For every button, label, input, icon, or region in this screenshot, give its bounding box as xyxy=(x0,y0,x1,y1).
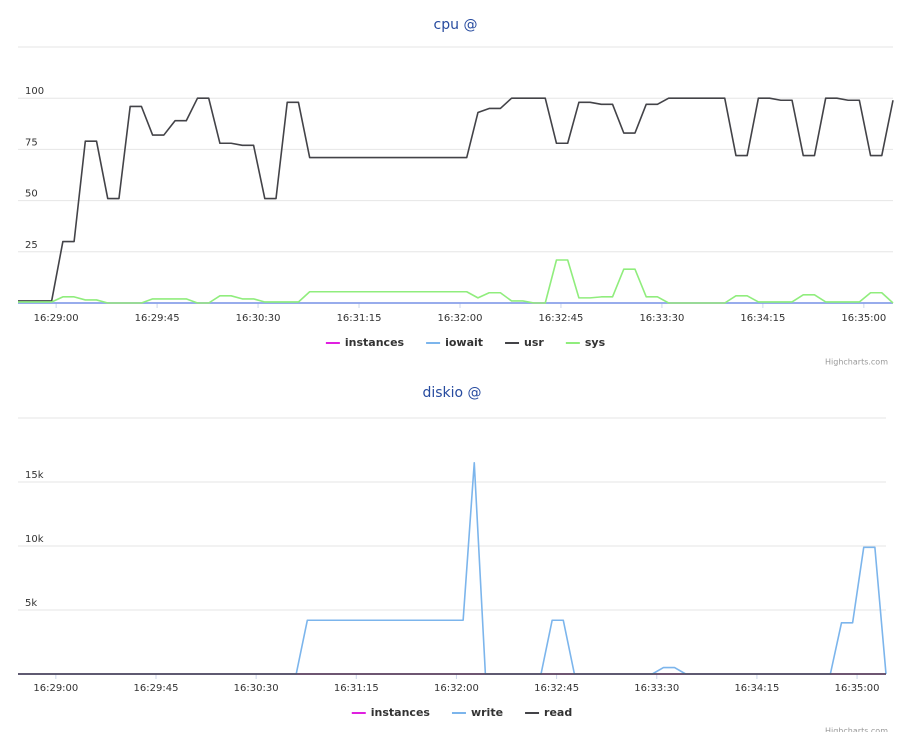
legend-item[interactable]: sys xyxy=(565,336,606,349)
series-line xyxy=(18,97,894,302)
legend-label: read xyxy=(544,706,572,719)
legend-label: write xyxy=(471,706,503,719)
x-tick-label: 16:35:00 xyxy=(841,313,886,324)
y-tick-label: 50 xyxy=(25,189,38,200)
legend-item[interactable]: instances xyxy=(325,336,405,349)
x-tick-label: 16:30:30 xyxy=(234,683,279,694)
x-tick-label: 16:30:30 xyxy=(236,313,281,324)
x-tick-label: 16:29:00 xyxy=(34,313,79,324)
x-tick-label: 16:29:45 xyxy=(134,683,179,694)
x-tick-label: 16:33:30 xyxy=(639,313,684,324)
x-tick-label: 16:34:15 xyxy=(734,683,779,694)
y-tick-label: 10k xyxy=(25,534,44,545)
x-tick-label: 16:32:45 xyxy=(534,683,579,694)
y-tick-label: 5k xyxy=(25,598,37,609)
x-tick-label: 16:34:15 xyxy=(740,313,785,324)
x-tick-label: 16:31:15 xyxy=(334,683,379,694)
chart-title: diskio @ xyxy=(422,385,481,401)
legend-label: instances xyxy=(345,336,405,349)
x-tick-label: 16:31:15 xyxy=(337,313,382,324)
series-line xyxy=(18,462,887,675)
y-tick-label: 15k xyxy=(25,470,44,481)
legend-item[interactable]: write xyxy=(451,706,503,719)
legend: instances iowait usr sys xyxy=(325,336,606,349)
chart: cpu @ 25 50 75 100 16:29:00 16:29:45 16:30:30 16… xyxy=(18,17,894,367)
legend-label: iowait xyxy=(445,336,483,349)
x-tick-label: 16:29:00 xyxy=(33,683,78,694)
legend: instances write read xyxy=(351,706,572,719)
credits: Highcharts.com xyxy=(825,358,888,367)
legend-item[interactable]: iowait xyxy=(426,336,483,349)
legend-item[interactable]: usr xyxy=(505,336,544,349)
y-tick-label: 25 xyxy=(25,240,38,251)
chart: diskio @ 5k 10k 15k 16:29:00 16:29:45 16:30:30… xyxy=(18,385,888,732)
x-tick-label: 16:32:00 xyxy=(438,313,483,324)
series-line xyxy=(18,259,894,304)
y-tick-label: 75 xyxy=(25,137,38,148)
x-tick-label: 16:29:45 xyxy=(135,313,180,324)
x-tick-label: 16:32:45 xyxy=(538,313,583,324)
credits: Highcharts.com xyxy=(825,727,888,732)
x-tick-label: 16:35:00 xyxy=(835,683,880,694)
legend-label: sys xyxy=(585,336,606,349)
legend-item[interactable]: read xyxy=(525,706,572,719)
chart-title: cpu @ xyxy=(434,17,478,33)
legend-label: instances xyxy=(371,706,431,719)
x-tick-label: 16:33:30 xyxy=(634,683,679,694)
y-tick-label: 100 xyxy=(25,86,44,97)
x-tick-label: 16:32:00 xyxy=(434,683,479,694)
legend-label: usr xyxy=(524,336,544,349)
legend-item[interactable]: instances xyxy=(351,706,431,719)
